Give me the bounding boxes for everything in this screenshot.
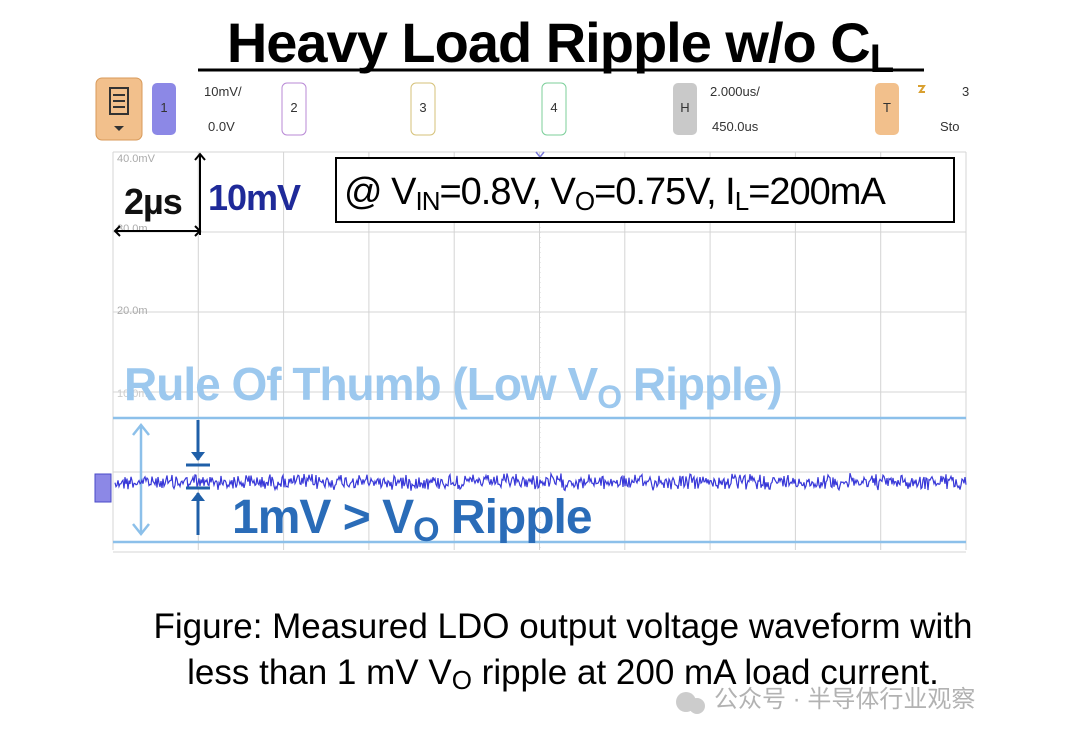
toolbar: 1 10mV/ 0.0V 2 3 4 H 2.000us/ 450.0us T … (95, 77, 969, 141)
timebase: 2.000us/ (710, 84, 760, 99)
rule-text: Ripple) (621, 358, 782, 410)
ch1-button[interactable] (152, 83, 176, 135)
cond-text: =200mA (748, 171, 886, 213)
ch1-offset: 0.0V (208, 119, 235, 134)
waveform (114, 471, 967, 492)
ch4-button[interactable] (541, 82, 567, 136)
range-arrowheads (132, 422, 150, 537)
ripple-text: 1mV > V (232, 491, 414, 544)
horizontal-label: H (680, 100, 689, 115)
cond-text: =0.75V, I (594, 171, 735, 213)
ch1-scale: 10mV/ (204, 84, 242, 99)
ripple-arrowhead (191, 492, 205, 501)
menu-icon (109, 87, 129, 115)
ch2-button[interactable] (281, 82, 307, 136)
ripple-label: 1mV > VO Ripple (232, 491, 592, 549)
horizontal-button[interactable] (673, 83, 697, 135)
ch3-label: 3 (419, 100, 426, 115)
cond-text: =0.8V, V (439, 171, 576, 213)
menu-icon-lines (113, 94, 125, 108)
cond-sub: O (575, 186, 594, 216)
caption-text: less than 1 mV V (187, 653, 452, 692)
ch3-button[interactable] (410, 82, 436, 136)
ch1-label: 1 (160, 100, 167, 115)
rule-sub: O (597, 379, 621, 415)
menu-button[interactable] (95, 77, 143, 141)
rule-of-thumb: Rule Of Thumb (Low VO Ripple) (124, 358, 782, 415)
title-sub: L (870, 37, 894, 81)
arrowheads (113, 152, 206, 237)
trigger-button[interactable] (875, 83, 899, 135)
ripple-arrowhead (191, 452, 205, 461)
status: Sto (940, 119, 960, 134)
caption-line: Figure: Measured LDO output voltage wave… (154, 607, 973, 646)
time-div: 2µs (124, 181, 182, 222)
grid-label: 40.0mV (117, 153, 156, 165)
ch4-label: 4 (550, 100, 557, 115)
cond-sub: IN (415, 186, 439, 216)
trigger-edge-icon (918, 85, 926, 93)
caption-line: less than 1 mV VO ripple at 200 mA load … (187, 653, 939, 695)
cond-sub: L (735, 186, 749, 216)
ripple-text: Ripple (439, 491, 592, 544)
conditions: @ VIN=0.8V, VO=0.75V, IL=200mA (344, 171, 886, 216)
caption-sub: O (452, 665, 472, 695)
conditions-box (335, 157, 955, 223)
menu-caret (114, 126, 124, 131)
caption-text: ripple at 200 mA load current. (472, 653, 939, 692)
trigger-label: T (883, 100, 891, 115)
watermark: 公众号 · 半导体行业观察 (676, 686, 975, 714)
title: Heavy Load Ripple w/o CL (227, 11, 894, 81)
grid-label: 10.0m (117, 388, 148, 400)
watermark-icon (689, 698, 705, 714)
cond-text: @ V (344, 171, 417, 213)
trigger-level: 3 (962, 84, 969, 99)
ground-marker (94, 473, 112, 503)
title-text: Heavy Load Ripple w/o C (227, 11, 870, 74)
rule-text: Rule Of Thumb (Low V (124, 358, 598, 410)
watermark-text: 公众号 · 半导体行业观察 (714, 686, 975, 713)
ch2-label: 2 (290, 100, 297, 115)
grid-label: 30.0m (117, 223, 148, 235)
delay: 450.0us (712, 119, 759, 134)
volt-div: 10mV (208, 177, 301, 218)
ripple-sub: O (413, 511, 439, 549)
grid-label: 20.0m (117, 305, 148, 317)
